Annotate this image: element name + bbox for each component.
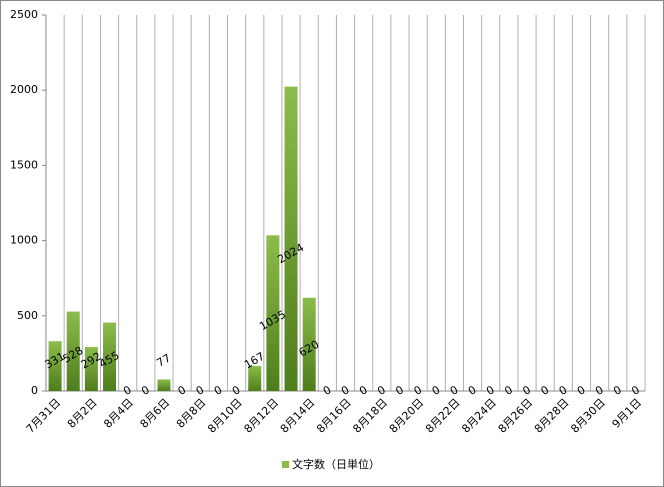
bar [84, 347, 98, 391]
bar [248, 365, 262, 391]
y-tick-label: 2000 [10, 83, 38, 96]
bar [66, 311, 80, 391]
bar [103, 322, 117, 391]
y-tick-label: 0 [31, 384, 38, 397]
bar [157, 379, 171, 391]
y-tick-label: 2500 [10, 8, 38, 21]
bar [48, 341, 62, 391]
legend-swatch [282, 461, 289, 468]
y-tick-label: 1000 [10, 234, 38, 247]
bar [266, 235, 280, 391]
bar [302, 297, 316, 391]
data-label: 77 [154, 351, 173, 369]
bar [284, 86, 298, 392]
y-tick-label: 500 [17, 309, 38, 322]
y-tick-label: 1500 [10, 158, 38, 171]
legend-label: 文字数（日単位） [292, 457, 380, 471]
